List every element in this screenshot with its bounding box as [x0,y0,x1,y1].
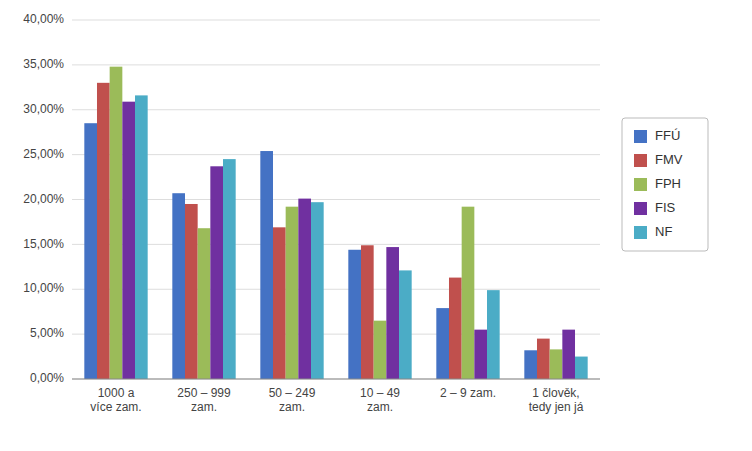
legend-label: NF [655,224,672,239]
y-tick-label: 40,00% [23,12,64,26]
bar-series [135,95,588,379]
y-tick-label: 15,00% [23,237,64,251]
x-tick-label-line: zam. [367,400,393,414]
bar [172,193,185,379]
bar [524,350,537,379]
bar [436,308,449,379]
x-tick-label-line: 2 – 9 zam. [440,386,496,400]
x-tick-label: 1000 aví­ce zam. [90,386,141,414]
x-tick-label-line: 250 – 999 [177,386,231,400]
bar [462,207,475,379]
bar [185,204,198,379]
bar [223,159,236,379]
grid-line [72,334,600,335]
grid-line [72,199,600,200]
bars [84,67,587,379]
x-tick-label: 50 – 249zam. [269,386,316,414]
x-axis: 1000 aví­ce zam.250 – 999zam.50 – 249zam… [90,386,583,414]
x-tick-label: 2 – 9 zam. [440,386,496,400]
grid-line [72,154,600,155]
bar [550,349,563,379]
chart-svg: 0,00% 5,00% 10,00% 15,00% 20,00% 25,00% 30,00%… [0,0,752,451]
y-tick-label: 20,00% [23,192,64,206]
x-tick-label-line: zam. [191,400,217,414]
legend-label: FFÚ [655,128,680,143]
x-tick-label-line: 50 – 249 [269,386,316,400]
legend-swatch [634,154,647,167]
grid-line [72,109,600,110]
y-tick-label: 35,00% [23,57,64,71]
bar [575,357,588,379]
grid-line [72,244,600,245]
grid-line [72,379,600,380]
x-tick-label-line: 1 člověk, [532,386,579,400]
bar [84,123,97,379]
x-tick-label: 1 člověk,tedy jen já [529,386,584,414]
y-tick-label: 30,00% [23,102,64,116]
bar [260,151,273,379]
grid-line [72,20,600,21]
x-tick-label: 250 – 999zam. [177,386,231,414]
x-tick-label-line: tedy jen já [529,400,584,414]
x-tick-label: 10 – 49zam. [360,386,400,414]
bar [537,339,550,379]
y-tick-label: 0,00% [30,371,64,385]
bar [348,250,361,379]
x-tick-label-line: 1000 a [98,386,135,400]
bar [298,199,311,379]
y-tick-label: 10,00% [23,281,64,295]
legend: FFÚ FMV FPH FIS NF [622,118,708,251]
bar [449,278,462,379]
bar [273,227,286,379]
bar [361,245,374,379]
bar [374,321,387,379]
y-tick-label: 25,00% [23,147,64,161]
legend-label: FPH [655,176,681,191]
bar-series [122,102,575,379]
bar-series [97,83,550,379]
legend-label: FMV [655,152,683,167]
bar [399,270,412,379]
bar [562,330,575,379]
y-tick-label: 5,00% [30,326,64,340]
bar [122,102,135,379]
legend-swatch [634,226,647,239]
bar [110,67,123,379]
legend-swatch [634,130,647,143]
bar [97,83,110,379]
chart-container: 0,00% 5,00% 10,00% 15,00% 20,00% 25,00% 30,00%… [0,0,752,451]
x-tick-label-line: ví­ce zam. [90,400,141,414]
bar-series [84,123,537,379]
legend-swatch [634,178,647,191]
grid-line [72,289,600,290]
bar [286,207,299,379]
bar [210,166,223,379]
x-axis-line [72,379,600,380]
bar [474,330,487,379]
bar-series [110,67,563,379]
bar [198,228,211,379]
x-tick-label-line: zam. [279,400,305,414]
legend-frame [622,118,708,251]
bar [311,202,324,379]
bar [135,95,148,379]
y-axis: 0,00% 5,00% 10,00% 15,00% 20,00% 25,00% 30,00%… [23,12,600,385]
bar [386,247,399,379]
bar [487,290,500,379]
grid-line [72,64,600,65]
legend-label: FIS [655,200,676,215]
legend-swatch [634,202,647,215]
x-tick-label-line: 10 – 49 [360,386,400,400]
